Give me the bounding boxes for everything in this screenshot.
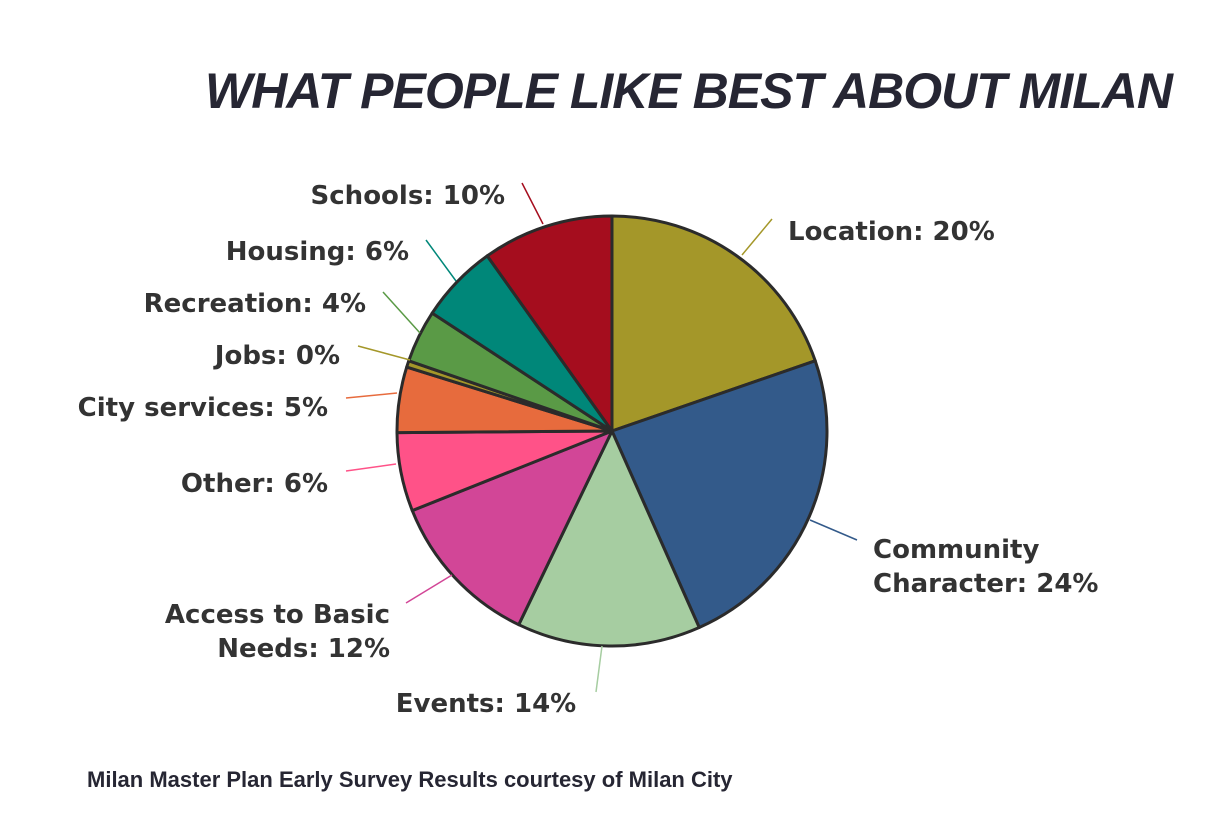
leader-line-city-services bbox=[345, 392, 398, 399]
leader-line-recreation bbox=[382, 291, 421, 334]
pie-slices bbox=[395, 214, 829, 648]
source-footer: Milan Master Plan Early Survey Results c… bbox=[87, 767, 733, 792]
slice-label-jobs: Jobs: 0% bbox=[213, 341, 340, 371]
pie-slice-community-character bbox=[610, 359, 829, 630]
leader-lines bbox=[345, 182, 858, 693]
leader-line-housing bbox=[425, 239, 457, 282]
pie-slice-events bbox=[517, 429, 701, 648]
slice-label-other: Other: 6% bbox=[181, 469, 328, 499]
slice-label-city-services: City services: 5% bbox=[78, 393, 328, 423]
slice-label-recreation: Recreation: 4% bbox=[144, 289, 366, 319]
slice-label-access-to-basic-needs: Access to Basic Needs: 12% bbox=[165, 600, 390, 664]
slice-label-housing: Housing: 6% bbox=[226, 237, 409, 267]
slice-label-location: Location: 20% bbox=[788, 217, 995, 247]
leader-line-community-character bbox=[809, 519, 858, 541]
slice-label-schools: Schools: 10% bbox=[311, 181, 505, 211]
leader-line-location bbox=[741, 218, 773, 256]
slice-labels: Location: 20% Community Character: 24% Even… bbox=[78, 181, 1099, 719]
slice-label-community-character: Community Character: 24% bbox=[873, 535, 1098, 599]
leader-line-other bbox=[345, 463, 397, 472]
pie-slice-schools bbox=[485, 214, 614, 433]
slice-label-events: Events: 14% bbox=[396, 689, 576, 719]
pie-slice-access-to-basic-needs bbox=[410, 429, 614, 627]
leader-line-events bbox=[595, 645, 603, 693]
leader-line-schools bbox=[521, 182, 544, 225]
leader-line-jobs bbox=[357, 345, 411, 361]
leader-line-access-to-basic-needs bbox=[405, 574, 453, 604]
chart-title: What People Like Best About Milan bbox=[205, 63, 1174, 119]
